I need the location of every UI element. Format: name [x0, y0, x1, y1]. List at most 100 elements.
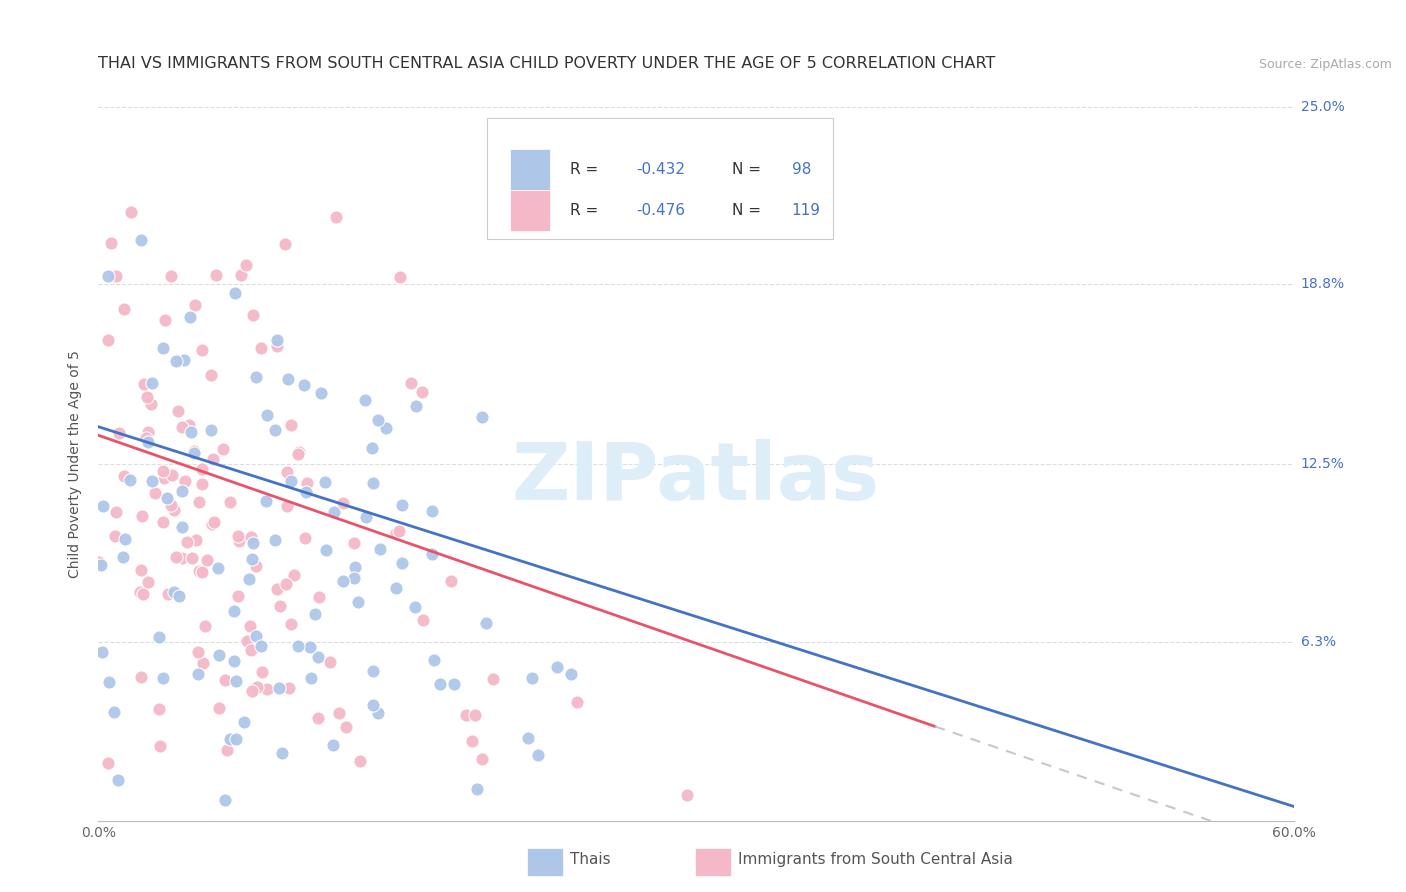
Point: [391, 557, 413, 571]
Text: R =: R =: [571, 202, 603, 218]
Point: [405, 399, 427, 413]
Point: [225, 673, 247, 688]
Point: [269, 681, 291, 695]
FancyBboxPatch shape: [527, 847, 564, 876]
Point: [167, 403, 190, 417]
Point: [332, 496, 354, 510]
Point: [516, 731, 538, 746]
Point: [269, 599, 291, 613]
Point: [360, 441, 382, 455]
Point: [242, 683, 264, 698]
Point: [276, 465, 298, 479]
Point: [278, 681, 301, 696]
Text: 18.8%: 18.8%: [1301, 277, 1344, 291]
Point: [560, 666, 582, 681]
Point: [228, 533, 250, 548]
Point: [222, 604, 245, 618]
Point: [233, 715, 256, 730]
Point: [135, 431, 157, 445]
Point: [187, 494, 209, 508]
Point: [465, 781, 488, 796]
Point: [315, 543, 337, 558]
Point: [207, 701, 229, 715]
Point: [354, 510, 377, 524]
Text: Immigrants from South Central Asia: Immigrants from South Central Asia: [738, 853, 1012, 867]
Point: [156, 491, 179, 505]
FancyBboxPatch shape: [695, 847, 731, 876]
Point: [256, 408, 278, 422]
Point: [242, 308, 264, 322]
Text: 25.0%: 25.0%: [1301, 100, 1344, 114]
Point: [100, 236, 122, 251]
Point: [205, 268, 228, 282]
Point: [388, 524, 411, 538]
Point: [173, 353, 195, 368]
Point: [280, 616, 302, 631]
Point: [208, 648, 231, 663]
Point: [385, 525, 408, 540]
Point: [404, 600, 426, 615]
Point: [266, 582, 288, 597]
Point: [107, 773, 129, 788]
Point: [191, 656, 214, 670]
Point: [141, 475, 163, 489]
Point: [367, 413, 389, 427]
Point: [153, 313, 176, 327]
Point: [239, 530, 262, 544]
Point: [245, 369, 267, 384]
Point: [294, 531, 316, 545]
Point: [270, 746, 292, 760]
Point: [211, 442, 233, 457]
Text: THAI VS IMMIGRANTS FROM SOUTH CENTRAL ASIA CHILD POVERTY UNDER THE AGE OF 5 CORR: THAI VS IMMIGRANTS FROM SOUTH CENTRAL AS…: [98, 56, 995, 71]
Point: [152, 341, 174, 355]
Text: 6.3%: 6.3%: [1301, 635, 1336, 649]
Point: [181, 550, 204, 565]
Point: [675, 789, 697, 803]
Point: [242, 536, 264, 550]
Text: -0.476: -0.476: [636, 202, 685, 218]
Point: [309, 386, 332, 401]
Text: Source: ZipAtlas.com: Source: ZipAtlas.com: [1258, 58, 1392, 71]
Point: [266, 339, 288, 353]
Point: [226, 529, 249, 543]
Point: [190, 565, 212, 579]
Text: ZIPatlas: ZIPatlas: [512, 439, 880, 517]
Point: [323, 504, 346, 518]
Point: [214, 673, 236, 687]
Point: [250, 640, 273, 654]
Point: [325, 211, 347, 225]
Point: [307, 710, 329, 724]
Point: [295, 485, 318, 500]
Text: -0.432: -0.432: [636, 161, 685, 177]
Point: [187, 666, 209, 681]
Point: [194, 619, 217, 633]
Point: [207, 561, 229, 575]
Point: [135, 390, 157, 404]
Point: [299, 671, 322, 685]
Point: [343, 536, 366, 550]
Point: [295, 475, 318, 490]
Point: [342, 571, 364, 585]
Point: [152, 471, 174, 485]
Point: [183, 444, 205, 458]
Point: [139, 397, 162, 411]
Text: N =: N =: [733, 161, 766, 177]
Point: [349, 754, 371, 768]
Text: R =: R =: [571, 161, 603, 177]
Point: [363, 664, 385, 678]
Point: [246, 680, 269, 694]
Point: [240, 552, 263, 566]
Point: [354, 393, 377, 408]
Point: [160, 468, 183, 483]
Point: [256, 681, 278, 696]
Point: [384, 581, 406, 595]
Point: [236, 634, 259, 648]
Point: [225, 732, 247, 747]
Point: [235, 258, 257, 272]
Point: [149, 739, 172, 753]
Point: [160, 498, 183, 512]
Point: [152, 464, 174, 478]
Point: [201, 516, 224, 531]
Point: [277, 372, 299, 386]
Point: [163, 585, 186, 599]
